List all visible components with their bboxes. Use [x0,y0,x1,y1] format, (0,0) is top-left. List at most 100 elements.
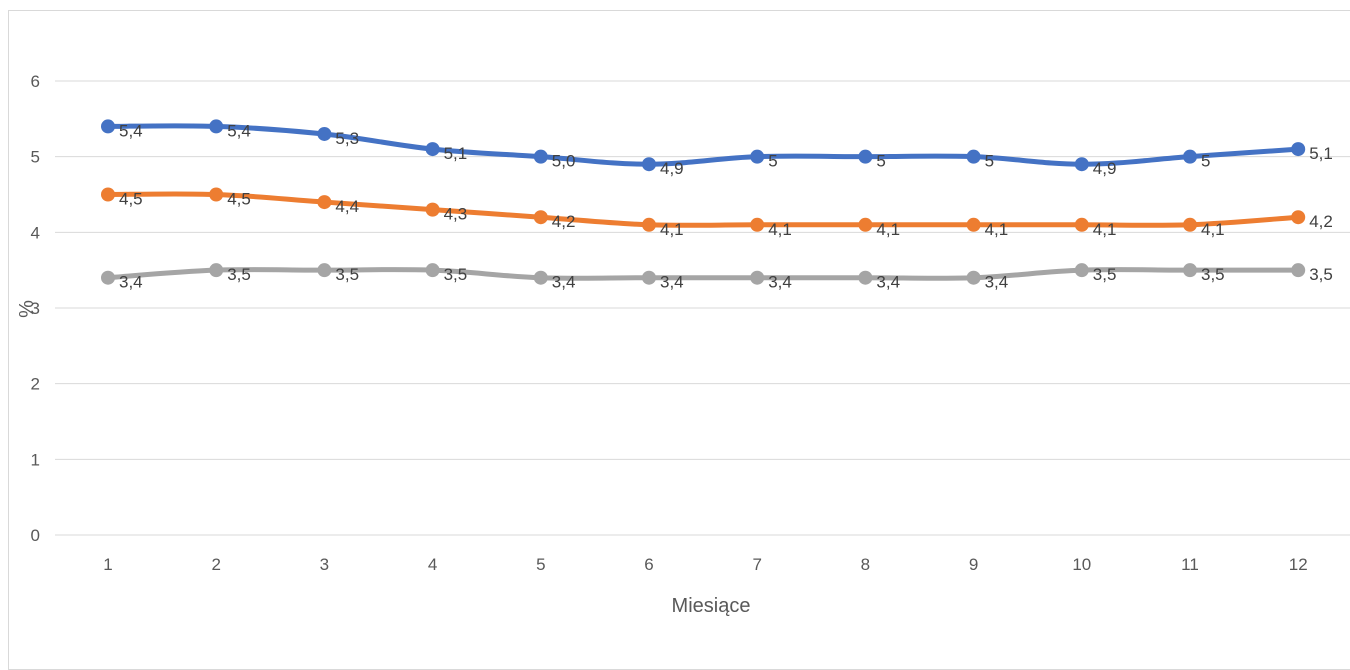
data-label: 5,1 [444,144,468,163]
series-1-marker [642,157,656,172]
series-2-marker [642,217,656,232]
series-1-marker [750,149,765,164]
y-tick-label: 4 [31,223,40,242]
data-label: 4,9 [1093,159,1117,178]
x-tick-label: 9 [969,555,978,574]
y-tick-label: 2 [31,375,40,394]
series-2-marker [209,187,224,202]
data-label: 3,4 [552,273,576,292]
data-label: 3,5 [1093,265,1117,284]
series-2-marker [750,217,765,232]
data-label: 3,4 [660,273,684,292]
series-1-marker [1291,142,1306,157]
series-1-marker [1183,149,1197,164]
series-2-marker [425,202,440,217]
data-label: 4,5 [119,190,143,209]
x-axis-title: Miesiące [672,595,751,617]
series-1-marker [966,149,981,164]
x-tick-label: 8 [861,555,870,574]
x-tick-label: 2 [211,555,220,574]
data-label: 4,1 [985,220,1009,239]
x-tick-label: 11 [1181,555,1199,574]
x-tick-label: 1 [103,555,112,574]
series-1-marker [425,142,440,157]
data-label: 3,4 [768,273,792,292]
data-label: 4,2 [1309,212,1333,231]
series-1-marker [533,149,548,164]
data-label: 3,5 [1201,265,1225,284]
series-1-marker [317,126,332,141]
data-label: 4,1 [660,220,684,239]
data-label: 4,2 [552,212,576,231]
series-3-marker [966,270,981,285]
x-tick-label: 3 [320,555,329,574]
y-axis-tick-labels: 0 1 2 3 4 5 6 [31,72,40,545]
series-2-marker [966,217,981,232]
gridlines [55,80,1350,536]
x-tick-label: 5 [536,555,545,574]
data-label: 5,1 [1309,144,1333,163]
series-3-marker [1291,263,1306,278]
y-tick-label: 0 [31,526,40,545]
series-2-marker [533,210,548,225]
data-label: 4,1 [768,220,792,239]
data-label: 4,9 [660,159,684,178]
series-3-marker [425,263,440,278]
series-3-marker [209,263,224,278]
series-2-marker [1074,217,1089,232]
data-label: 5,3 [335,129,359,148]
y-tick-label: 3 [31,299,40,318]
data-label: 4,1 [1201,220,1225,239]
y-tick-label: 5 [31,148,40,167]
data-label: 4,5 [227,190,251,209]
series-1-marker [101,119,115,134]
data-label: 5 [768,152,777,171]
y-tick-label: 1 [31,450,40,469]
data-label: 4,1 [876,220,900,239]
x-axis-tick-labels: 1 2 3 4 5 6 7 8 9 10 11 12 [103,555,1307,574]
series-3-marker [750,270,765,285]
series-lines [105,123,1301,281]
data-label: 5,4 [119,121,143,140]
series-markers [101,119,1306,285]
series-2-marker [858,217,873,232]
data-labels: 5,4 5,4 5,3 5,1 5,0 4,9 5 5 5 4,9 5 5,1 4,5 4,5 4,4 4,3… [119,121,1333,291]
series-3-marker [1183,263,1197,278]
data-label: 3,5 [227,265,251,284]
data-label: 5 [876,152,885,171]
data-label: 3,5 [335,265,359,284]
data-label: 4,1 [1093,220,1117,239]
data-label: 4,3 [444,205,468,224]
data-label: 3,4 [876,273,900,292]
y-axis-title: % [16,300,38,318]
series-line-3 [105,267,1301,281]
series-1-marker [209,119,224,134]
x-tick-label: 6 [644,555,653,574]
series-line-1 [105,123,1301,167]
series-2-marker [101,187,115,202]
series-1-marker [1074,157,1089,172]
series-1-marker [858,149,873,164]
data-label: 3,4 [985,273,1009,292]
series-3-marker [1074,263,1089,278]
data-label: 5 [985,152,994,171]
x-tick-label: 7 [752,555,761,574]
series-3-marker [533,270,548,285]
x-tick-label: 4 [428,555,437,574]
series-2-marker [1291,210,1306,225]
series-line-2 [105,191,1301,228]
data-label: 4,4 [335,197,359,216]
series-3-marker [317,263,332,278]
data-label: 5,4 [227,121,251,140]
data-label: 5 [1201,152,1210,171]
series-3-marker [858,270,873,285]
y-tick-label: 6 [31,72,40,91]
data-label: 3,5 [1309,265,1333,284]
data-label: 5,0 [552,152,576,171]
series-3-marker [101,270,115,285]
x-tick-label: 10 [1072,555,1091,574]
series-3-marker [642,270,656,285]
series-2-marker [317,195,332,210]
data-label: 3,4 [119,273,143,292]
